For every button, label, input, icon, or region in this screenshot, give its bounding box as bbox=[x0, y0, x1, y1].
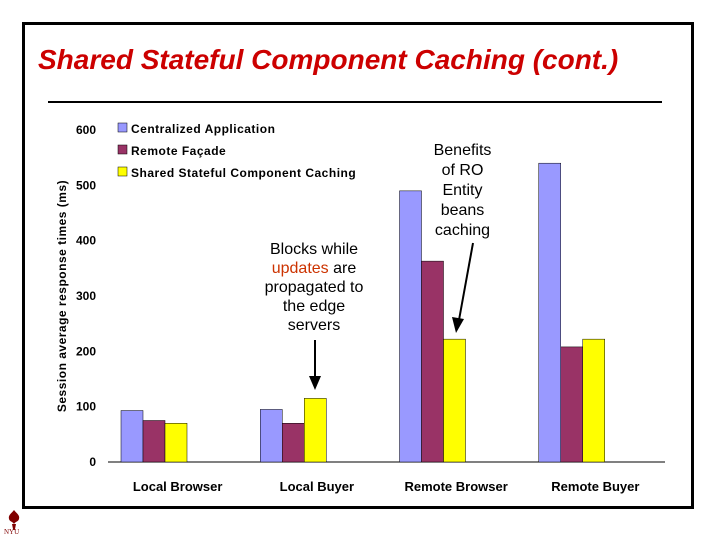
y-tick-label: 300 bbox=[76, 289, 96, 303]
slide-title: Shared Stateful Component Caching (cont.… bbox=[38, 44, 619, 75]
annotation-benefits-line1: Benefits bbox=[433, 142, 492, 159]
annotation-blocks: Blocks while updates are propagated to t… bbox=[244, 240, 384, 335]
logo-text: NYU bbox=[4, 528, 20, 536]
arrow-blocks-head bbox=[309, 376, 321, 390]
y-tick-label: 0 bbox=[89, 455, 96, 469]
annotation-benefits: Benefits of RO Entity beans caching bbox=[420, 141, 505, 241]
legend-swatch bbox=[117, 166, 128, 177]
title-divider bbox=[48, 101, 662, 103]
annotation-updates-highlight: updates bbox=[271, 260, 329, 277]
legend-swatch bbox=[117, 122, 128, 133]
annotation-arrows bbox=[309, 242, 474, 390]
bar bbox=[164, 423, 188, 463]
bar bbox=[560, 346, 583, 463]
y-tick-label: 200 bbox=[76, 344, 96, 358]
annotation-benefits-line4: beans bbox=[440, 202, 485, 219]
x-tick-label: Remote Browser bbox=[404, 479, 507, 494]
bar bbox=[142, 420, 166, 463]
nyu-torch-logo bbox=[8, 510, 20, 530]
bar bbox=[399, 190, 422, 463]
arrow-benefits-shaft bbox=[458, 242, 474, 321]
annotation-benefits-line5: caching bbox=[434, 222, 491, 239]
y-tick-label: 100 bbox=[76, 400, 96, 414]
annotation-blocks-line4: the edge bbox=[282, 298, 346, 315]
bar bbox=[421, 260, 444, 463]
y-tick-label: 500 bbox=[76, 178, 96, 192]
x-tick-label: Local Buyer bbox=[280, 479, 354, 494]
bar bbox=[304, 398, 327, 463]
y-tick-label: 600 bbox=[76, 123, 96, 137]
annotation-blocks-line2: are bbox=[328, 260, 357, 277]
x-tick-label: Remote Buyer bbox=[551, 479, 639, 494]
x-tick-label: Local Browser bbox=[133, 479, 223, 494]
arrow-benefits-head bbox=[452, 317, 464, 333]
chart-legend: Centralized Application Remote Façade Shar… bbox=[117, 122, 356, 180]
legend-label: Shared Stateful Component Caching bbox=[131, 166, 356, 180]
annotation-blocks-line5: servers bbox=[287, 317, 341, 334]
legend-label: Centralized Application bbox=[131, 122, 275, 136]
annotation-benefits-line2: of RO bbox=[441, 162, 484, 179]
annotation-benefits-line3: Entity bbox=[442, 182, 483, 199]
annotation-blocks-line1: Blocks while bbox=[269, 241, 359, 258]
legend-swatch bbox=[117, 144, 128, 155]
annotation-blocks-line3: propagated to bbox=[264, 279, 364, 296]
bar bbox=[443, 338, 466, 463]
bar bbox=[120, 410, 144, 463]
y-axis-label: Session average response times (ms) bbox=[55, 180, 69, 412]
bar bbox=[282, 423, 305, 463]
legend-label: Remote Façade bbox=[131, 144, 226, 158]
bar bbox=[260, 409, 283, 463]
y-tick-label: 400 bbox=[76, 234, 96, 248]
bar bbox=[582, 338, 605, 463]
bar bbox=[538, 162, 561, 463]
chart-bars: Local Browser Local Buyer Remote Browser Re… bbox=[120, 162, 639, 494]
